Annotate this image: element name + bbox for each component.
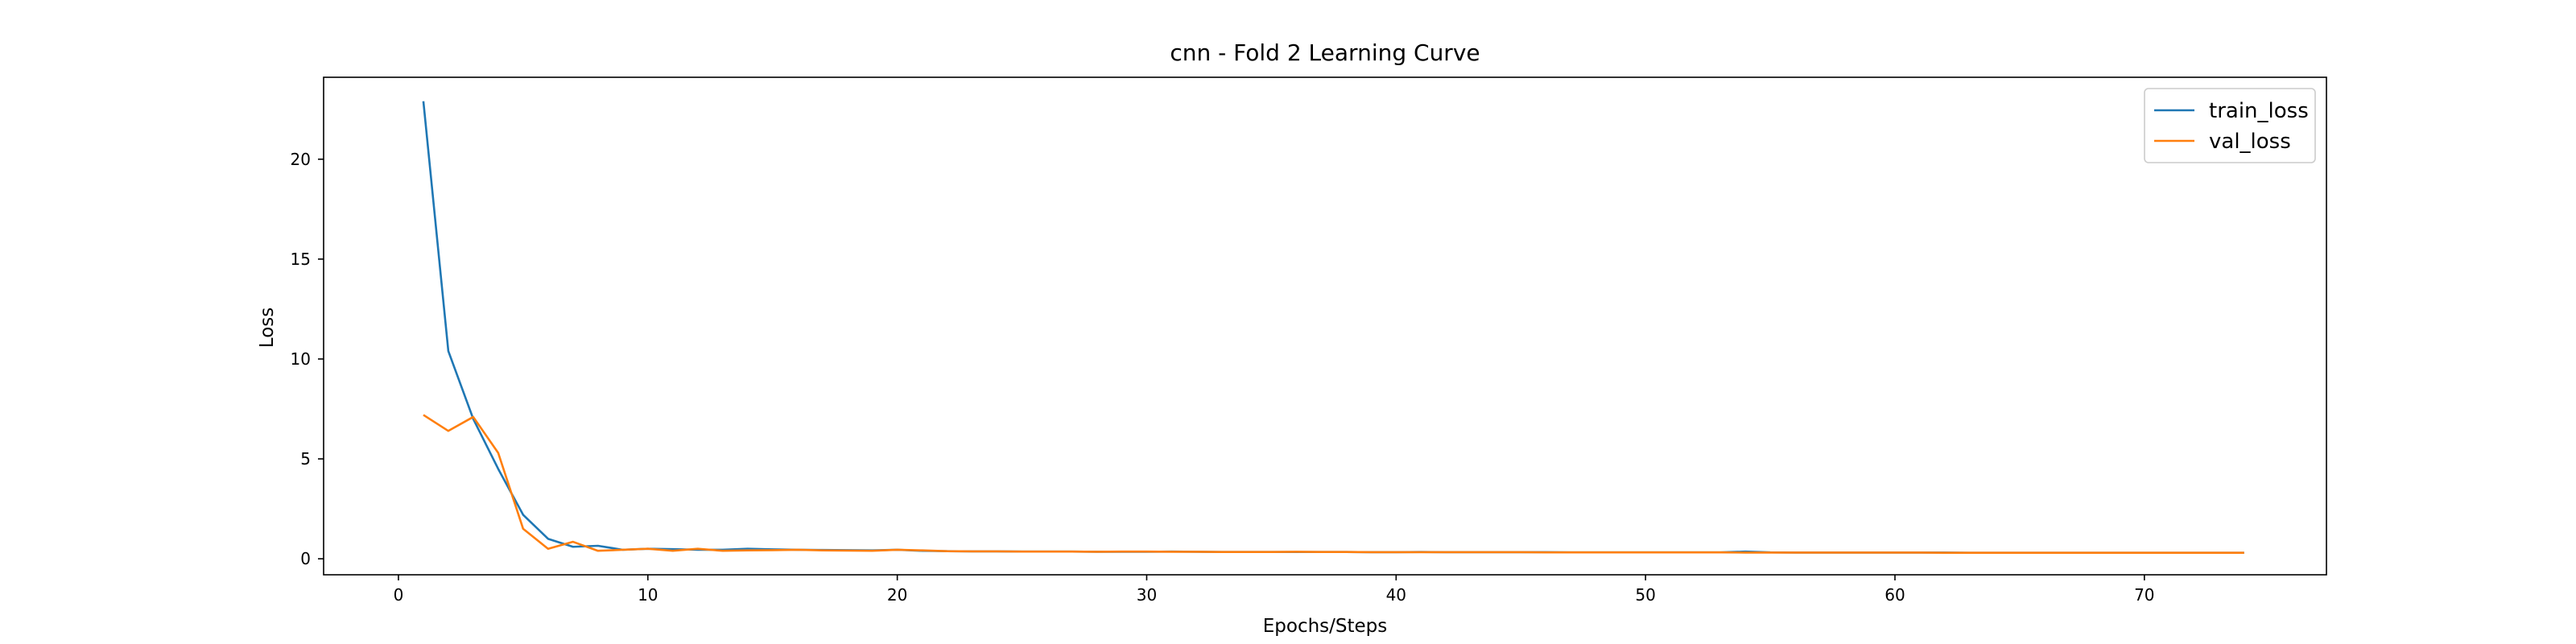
x-tick-label: 0 <box>394 585 404 605</box>
y-tick-label: 0 <box>300 549 311 568</box>
series-lines <box>422 101 2244 555</box>
plot-area: 0 10 20 30 40 50 60 70 0 5 10 15 20 <box>291 76 2327 605</box>
x-axis-ticks: 0 10 20 30 40 50 60 70 <box>394 575 2155 605</box>
axes-frame <box>323 76 2327 576</box>
chart-title: cnn - Fold 2 Learning Curve <box>1170 39 1480 66</box>
y-tick-label: 5 <box>300 449 311 469</box>
x-tick-label: 10 <box>638 585 658 605</box>
x-tick-label: 70 <box>2134 585 2154 605</box>
x-axis-label: Epochs/Steps <box>1263 616 1388 637</box>
y-tick-label: 20 <box>291 150 311 169</box>
series-line-val-loss <box>423 414 2244 555</box>
legend-label: val_loss <box>2209 130 2291 154</box>
x-tick-label: 50 <box>1635 585 1655 605</box>
legend-box <box>2144 88 2316 163</box>
y-tick-label: 10 <box>291 349 311 369</box>
legend-label: train_loss <box>2209 99 2309 123</box>
x-tick-label: 20 <box>887 585 907 605</box>
y-axis-ticks: 0 5 10 15 20 <box>291 150 324 568</box>
y-tick-label: 15 <box>291 250 311 269</box>
x-tick-label: 60 <box>1885 585 1905 605</box>
x-tick-label: 30 <box>1137 585 1157 605</box>
x-tick-label: 40 <box>1386 585 1406 605</box>
y-axis-label: Loss <box>257 308 278 348</box>
legend: train_loss val_loss <box>2144 88 2316 163</box>
